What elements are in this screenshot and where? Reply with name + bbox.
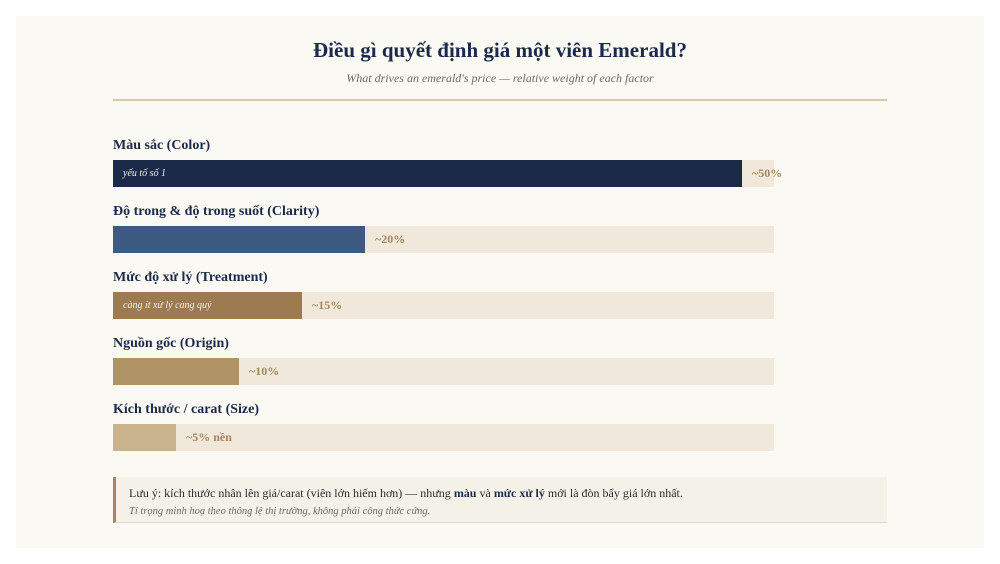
bar-label: Màu sắc (Color) (113, 138, 211, 153)
bar-label: Độ trong & độ trong suốt (Clarity) (113, 204, 320, 219)
bar-value-label: ~50% (752, 166, 783, 180)
bar-track: yếu tố số 1 ~50% (113, 160, 782, 187)
footnote-main: Lưu ý: kích thước nhân lên giá/carat (vi… (129, 486, 683, 501)
title-divider (113, 99, 887, 101)
bar-label: Kích thước / carat (Size) (113, 402, 260, 417)
bar-track: ~5% nền (113, 424, 774, 451)
bar-track: ~20% (113, 226, 774, 253)
footnote-box: Lưu ý: kích thước nhân lên giá/carat (vi… (113, 477, 887, 523)
bar (113, 424, 176, 451)
bar-value-label: ~10% (249, 364, 280, 378)
bar-label: Mức độ xử lý (Treatment) (113, 270, 268, 285)
bar-inner-note: càng ít xử lý càng quý (123, 300, 212, 311)
chart-card: Điều gì quyết định giá một viên Emerald?… (16, 16, 984, 548)
bar: càng ít xử lý càng quý (113, 292, 302, 319)
bar (113, 358, 239, 385)
bar (113, 226, 365, 253)
footnote-text-c: mới là đòn bẩy giá lớn nhất. (544, 486, 683, 500)
chart-subtitle: What drives an emerald's price — relativ… (346, 71, 654, 85)
bar-value-label: ~15% (312, 298, 343, 312)
bar-track: ~10% (113, 358, 774, 385)
bar-value-label: ~20% (375, 232, 406, 246)
footnote-disclaimer: Tỉ trọng minh hoạ theo thông lệ thị trườ… (129, 506, 431, 517)
footnote-bold-treatment: mức xử lý (493, 486, 545, 500)
bar-label: Nguồn gốc (Origin) (113, 336, 229, 351)
bar-inner-note: yếu tố số 1 (123, 168, 167, 179)
footnote-text-a: Lưu ý: kích thước nhân lên giá/carat (vi… (129, 486, 454, 500)
footnote-bold-color: màu (453, 486, 477, 500)
footnote-text-b: và (476, 486, 494, 500)
bar: yếu tố số 1 (113, 160, 742, 187)
bar-value-label: ~5% nền (186, 430, 232, 444)
chart-title: Điều gì quyết định giá một viên Emerald? (313, 38, 687, 62)
bar-track: càng ít xử lý càng quý ~15% (113, 292, 774, 319)
